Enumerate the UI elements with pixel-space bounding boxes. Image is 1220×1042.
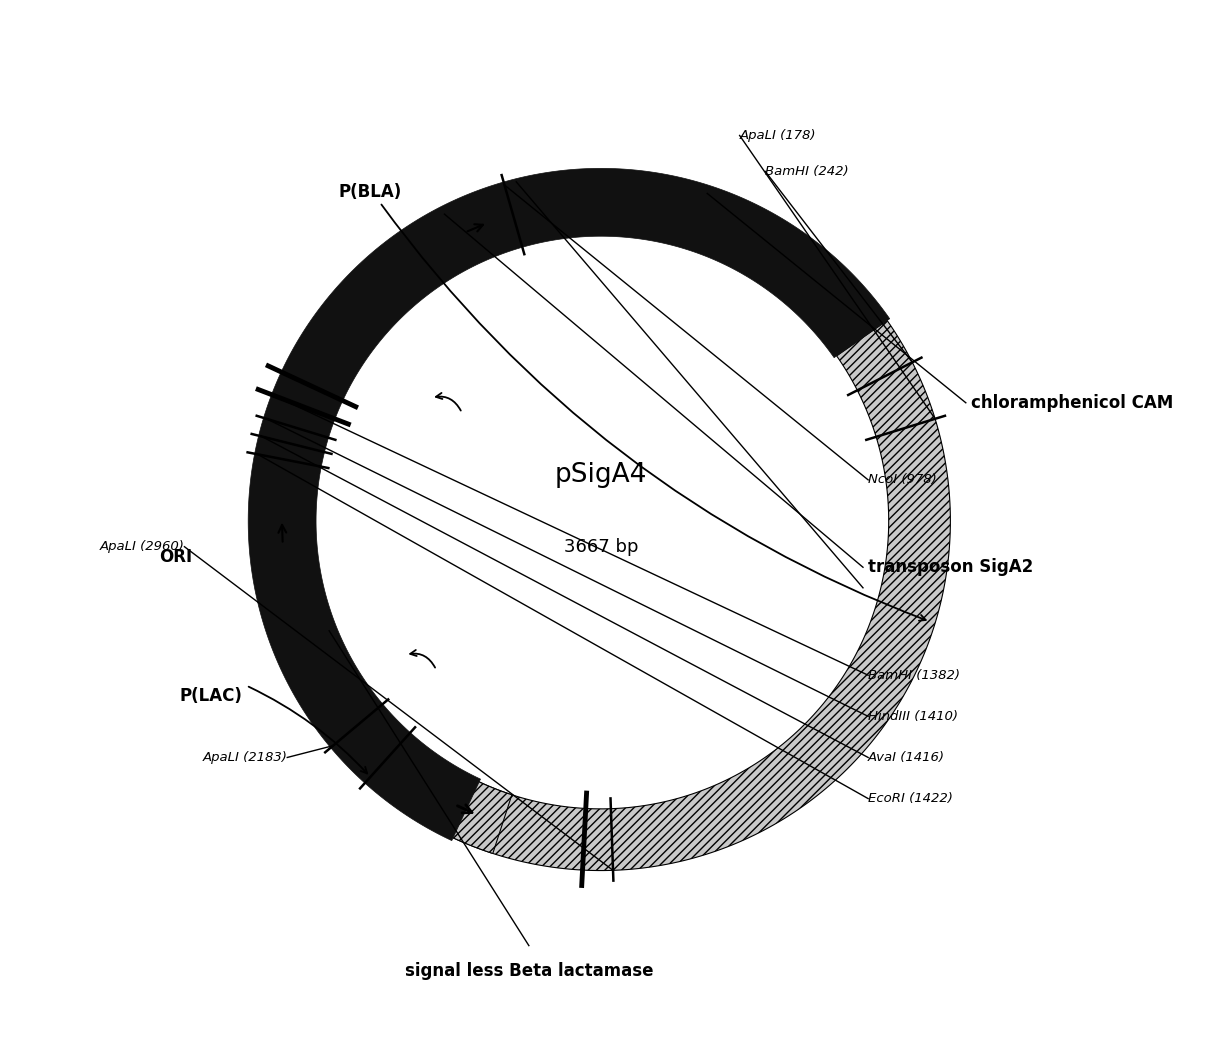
Text: BamHI (242): BamHI (242) bbox=[765, 165, 849, 178]
Text: signal less Beta lactamase: signal less Beta lactamase bbox=[405, 963, 653, 981]
Text: P(LAC): P(LAC) bbox=[179, 687, 243, 704]
Polygon shape bbox=[251, 199, 950, 870]
Text: pSigA4: pSigA4 bbox=[555, 462, 647, 488]
Text: EcoRI (1422): EcoRI (1422) bbox=[869, 792, 953, 805]
Text: transposon SigA2: transposon SigA2 bbox=[869, 559, 1033, 576]
Polygon shape bbox=[251, 531, 512, 853]
Text: chloramphenicol CAM: chloramphenicol CAM bbox=[971, 394, 1174, 412]
Text: ApaLI (2183): ApaLI (2183) bbox=[203, 751, 287, 764]
Text: 3667 bp: 3667 bp bbox=[564, 538, 638, 555]
Text: ApaLI (178): ApaLI (178) bbox=[739, 129, 816, 142]
Text: NcoI (978): NcoI (978) bbox=[869, 473, 937, 487]
Text: BamHI (1382): BamHI (1382) bbox=[869, 669, 960, 681]
Text: AvaI (1416): AvaI (1416) bbox=[869, 751, 946, 764]
Polygon shape bbox=[248, 169, 889, 841]
Text: ApaLI (2960): ApaLI (2960) bbox=[100, 540, 184, 553]
Text: ORI: ORI bbox=[159, 548, 192, 566]
Text: HindIII (1410): HindIII (1410) bbox=[869, 710, 958, 723]
Text: P(BLA): P(BLA) bbox=[339, 183, 401, 201]
